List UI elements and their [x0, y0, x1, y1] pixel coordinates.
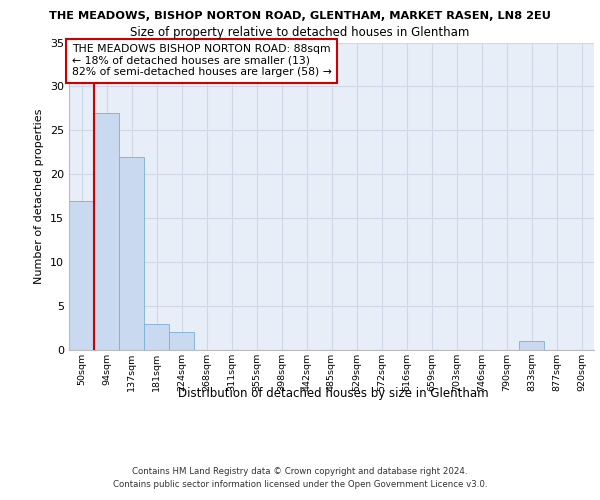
Bar [144, 324, 169, 350]
Text: Size of property relative to detached houses in Glentham: Size of property relative to detached ho… [130, 26, 470, 39]
Y-axis label: Number of detached properties: Number of detached properties [34, 108, 44, 284]
Bar [69, 200, 94, 350]
Bar [119, 156, 144, 350]
Bar [169, 332, 194, 350]
Text: Contains HM Land Registry data © Crown copyright and database right 2024.
Contai: Contains HM Land Registry data © Crown c… [113, 468, 487, 489]
Text: THE MEADOWS BISHOP NORTON ROAD: 88sqm
← 18% of detached houses are smaller (13)
: THE MEADOWS BISHOP NORTON ROAD: 88sqm ← … [71, 44, 331, 77]
Bar [94, 113, 119, 350]
Text: Distribution of detached houses by size in Glentham: Distribution of detached houses by size … [178, 388, 488, 400]
Text: THE MEADOWS, BISHOP NORTON ROAD, GLENTHAM, MARKET RASEN, LN8 2EU: THE MEADOWS, BISHOP NORTON ROAD, GLENTHA… [49, 11, 551, 21]
Bar [519, 341, 544, 350]
